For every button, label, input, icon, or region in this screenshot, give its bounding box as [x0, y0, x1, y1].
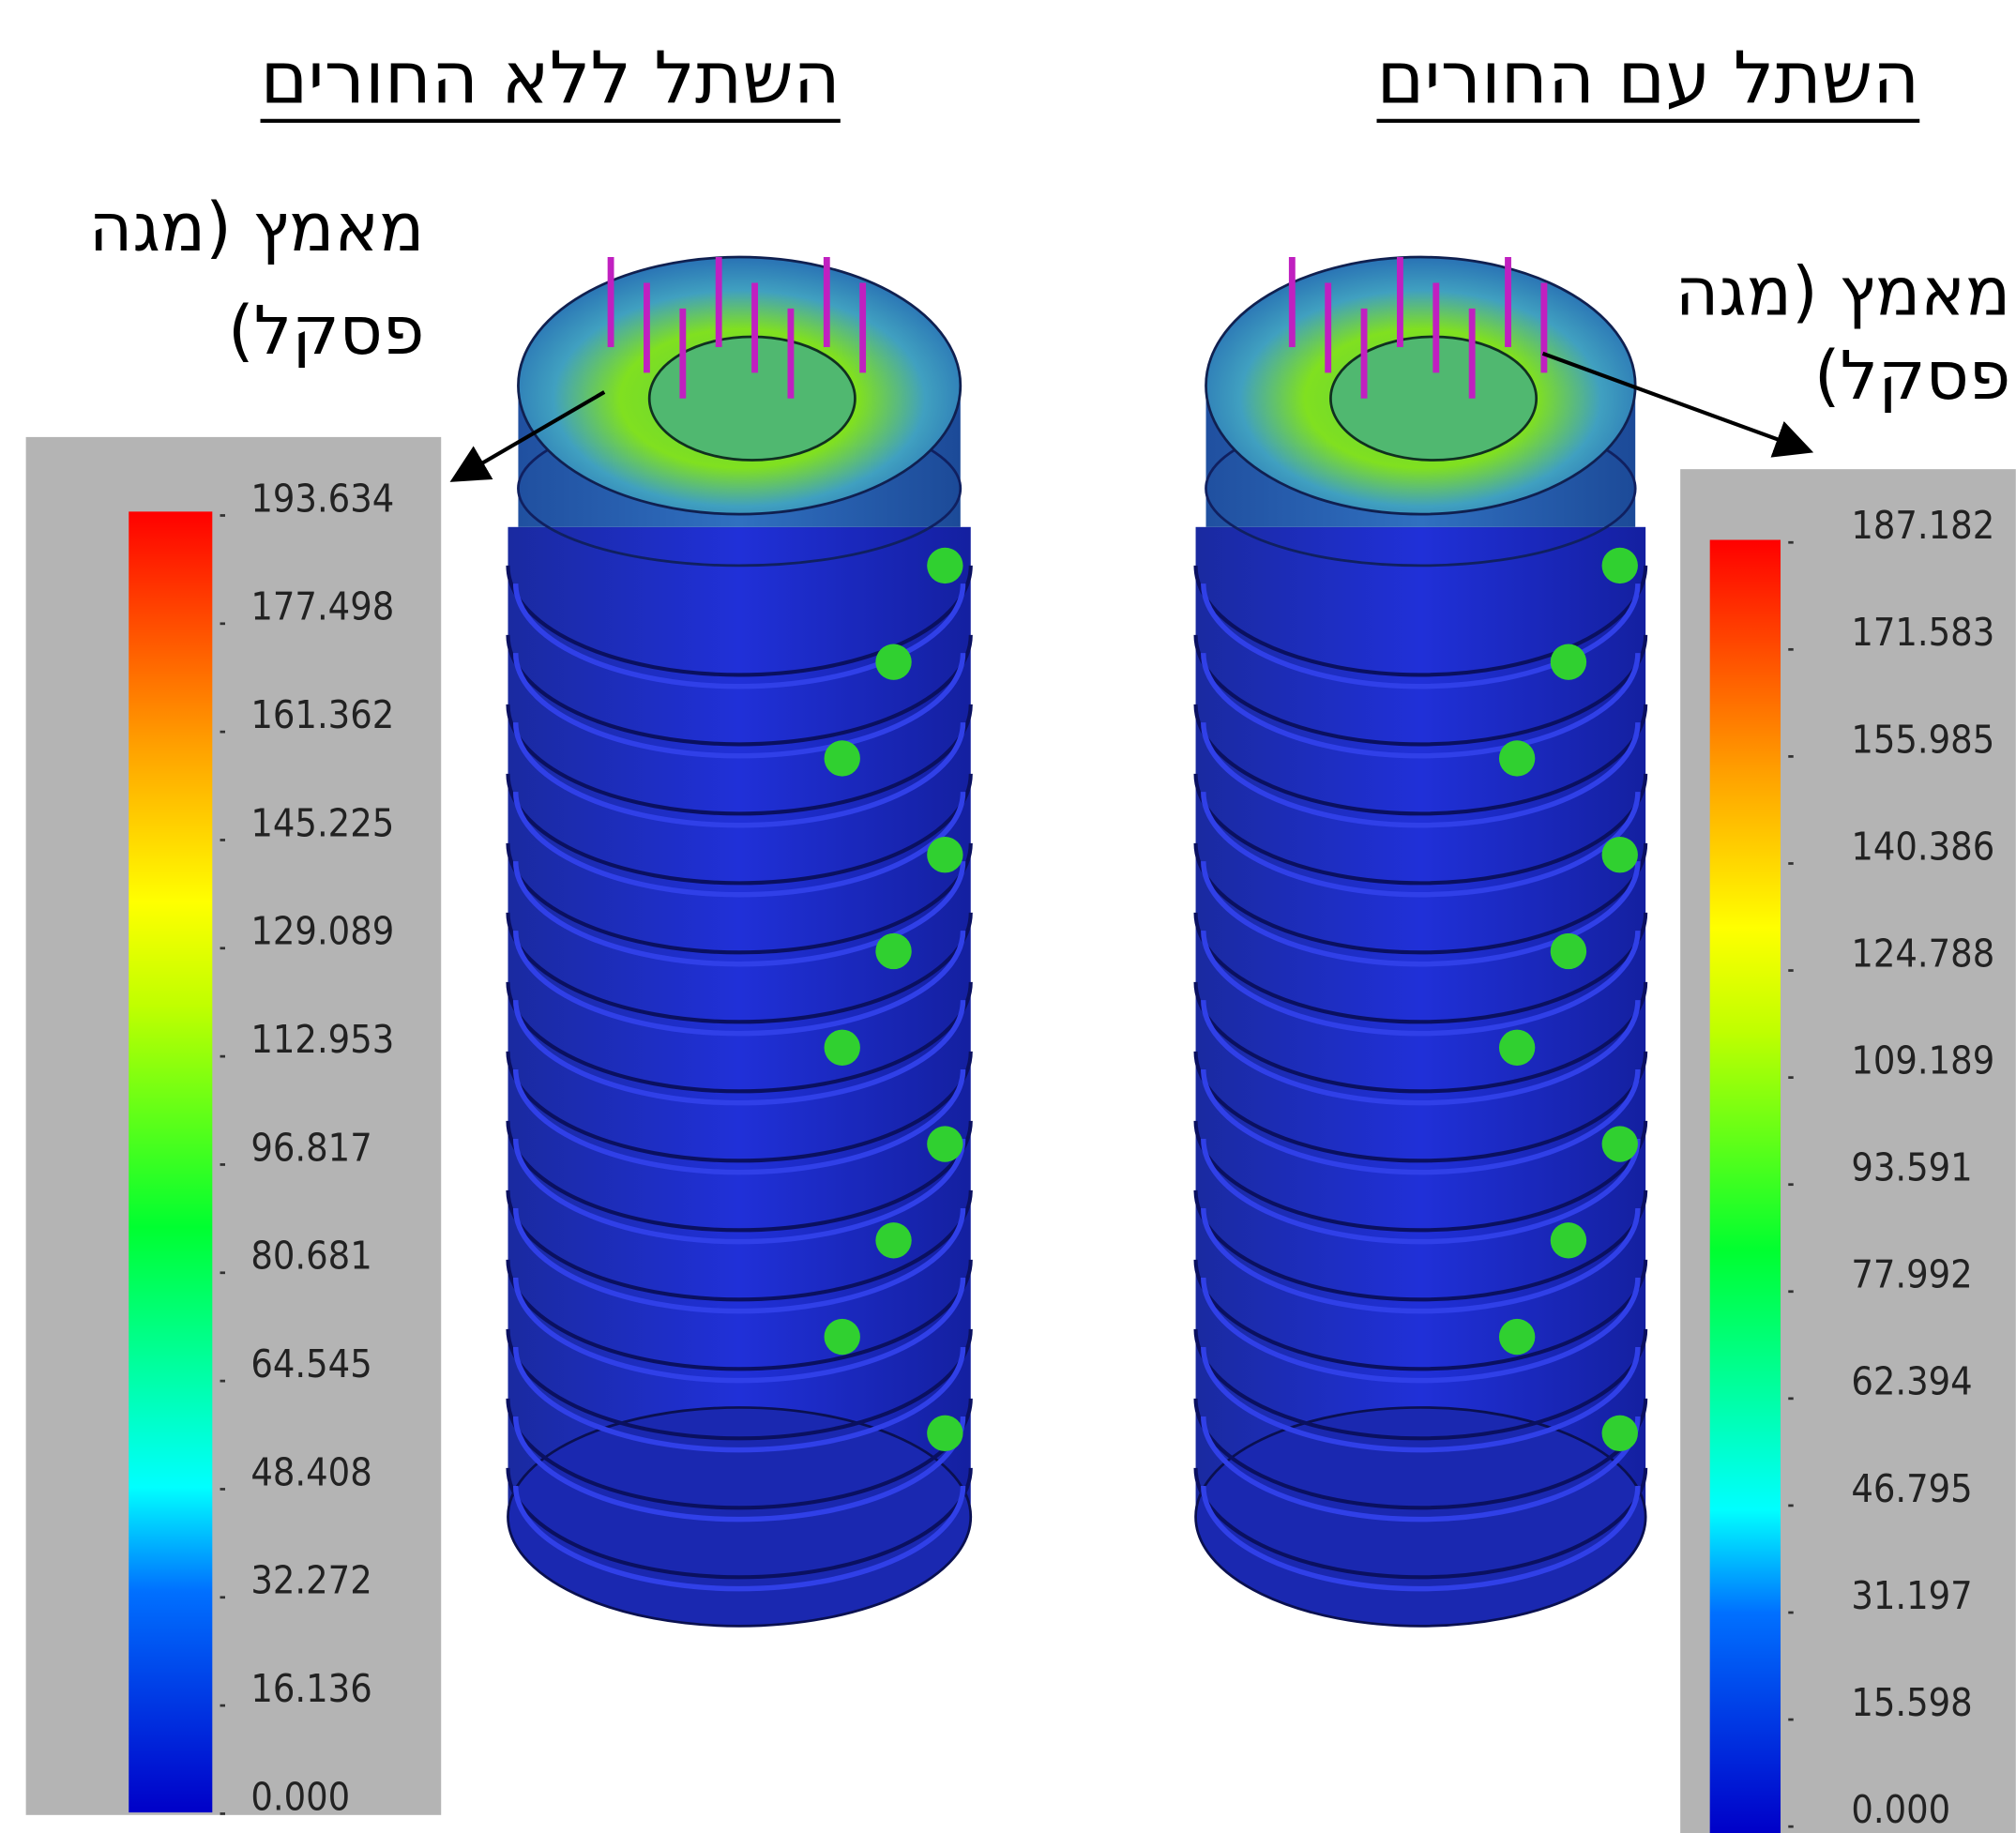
fixture-marker: [1602, 1126, 1638, 1161]
legend-tick-label: 0.000: [1851, 1787, 1950, 1832]
legend-tick-label: 129.089: [250, 909, 394, 954]
fixture-marker: [825, 740, 860, 776]
fixture-marker: [1499, 1319, 1535, 1355]
legend-tick-label: 155.985: [1851, 717, 1994, 762]
legend-tick-label: 109.189: [1851, 1038, 1994, 1083]
legend-tick-label: 161.362: [250, 692, 394, 737]
legend-tick-label: 93.591: [1851, 1145, 1972, 1190]
fixture-marker: [1551, 1222, 1586, 1258]
legend-tick-label: 15.598: [1851, 1680, 1972, 1725]
legend-tick-label: 62.394: [1851, 1359, 1972, 1404]
legend-tick-label: 145.225: [250, 800, 394, 845]
legend-tick-label: 96.817: [250, 1125, 371, 1170]
legend-tick-label: 187.182: [1851, 503, 1994, 548]
fixture-marker: [1602, 1416, 1638, 1451]
stress-label: פסקל): [228, 292, 425, 370]
legend-colorbar: [1710, 540, 1781, 1833]
fixture-marker: [927, 1416, 963, 1451]
fixture-marker: [927, 548, 963, 583]
legend-tick-label: 124.788: [1851, 931, 1994, 976]
legend-tick-label: 77.992: [1851, 1252, 1972, 1297]
legend-panel: [26, 437, 442, 1815]
page: השתל ללא החוריםמאמץ (מגהפסקל)193.634177.…: [0, 0, 2016, 1833]
fixture-marker: [825, 1030, 860, 1066]
panel-title: השתל ללא החורים: [261, 38, 841, 121]
stress-label: מאמץ (מגה: [89, 189, 425, 266]
fixture-marker: [1602, 548, 1638, 583]
legend-tick-label: 112.953: [250, 1017, 394, 1062]
implant-left: [508, 257, 970, 1626]
fixture-marker: [1551, 933, 1586, 969]
fixture-marker: [875, 1222, 911, 1258]
legend-tick-label: 31.197: [1851, 1573, 1972, 1618]
legend-tick-label: 46.795: [1851, 1466, 1972, 1511]
legend-tick-label: 32.272: [250, 1558, 371, 1603]
legend-tick-label: 48.408: [250, 1449, 371, 1494]
fixture-marker: [927, 837, 963, 872]
fixture-marker: [1551, 644, 1586, 680]
fixture-marker: [927, 1126, 963, 1161]
legend-tick-label: 193.634: [250, 476, 394, 521]
implant-right: [1196, 257, 1646, 1626]
legend-tick-label: 177.498: [250, 584, 394, 629]
legend-tick-label: 140.386: [1851, 824, 1994, 869]
legend-tick-label: 64.545: [250, 1341, 371, 1386]
legend-tick-label: 171.583: [1851, 610, 1994, 655]
legend-tick-label: 0.000: [250, 1774, 350, 1819]
legend-tick-label: 16.136: [250, 1666, 371, 1711]
fixture-marker: [875, 933, 911, 969]
fixture-marker: [875, 644, 911, 680]
fixture-marker: [1499, 740, 1535, 776]
fixture-marker: [1602, 837, 1638, 872]
legend-colorbar: [129, 511, 212, 1812]
panel-title: השתל עם החורים: [1377, 38, 1920, 121]
legend-tick-label: 80.681: [250, 1234, 371, 1279]
fixture-marker: [825, 1319, 860, 1355]
stress-label: מאמץ (מגה: [1675, 253, 2011, 331]
stress-label: פסקל): [1814, 337, 2011, 415]
fixture-marker: [1499, 1030, 1535, 1066]
